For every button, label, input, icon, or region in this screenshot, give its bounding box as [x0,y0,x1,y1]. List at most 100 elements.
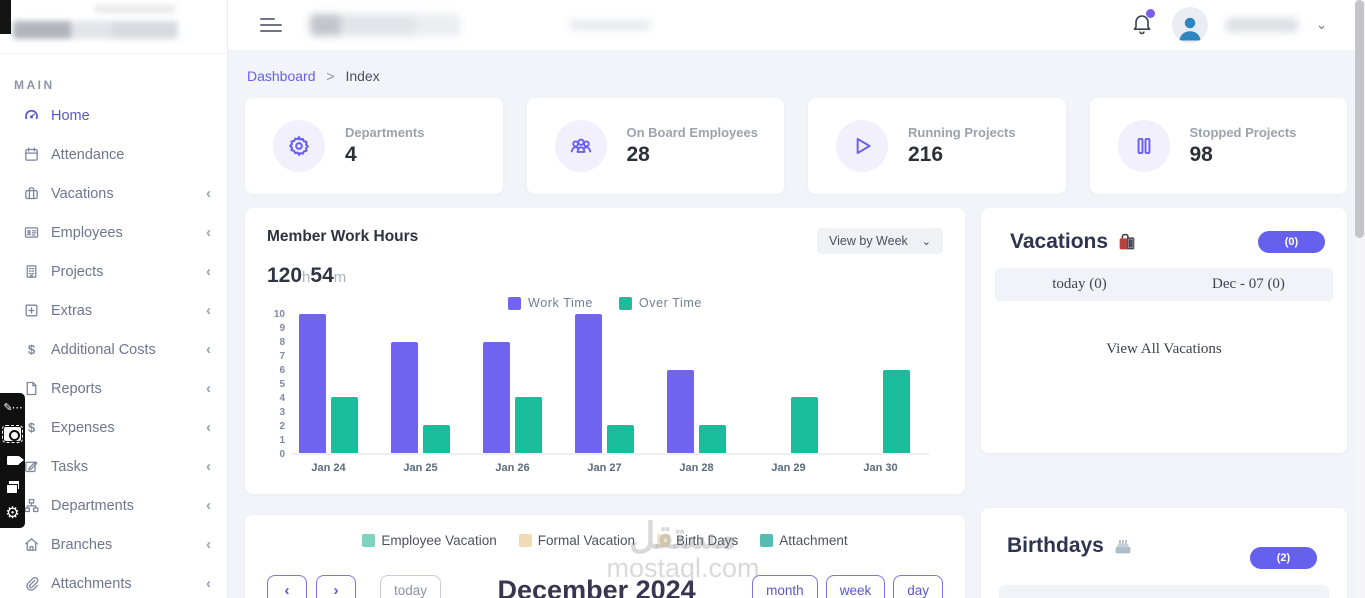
sidebar-item-attendance[interactable]: Attendance [0,135,227,174]
paperclip-icon [22,575,41,593]
header-right: ⌄ [1130,7,1327,43]
dollar-icon: $ [22,341,41,359]
main-grid: Member Work Hours View by Week ⌄ 120h54m… [245,208,1347,598]
stat-card-departments[interactable]: Departments 4 [245,98,503,194]
sidebar-item-label: Tasks [51,458,89,475]
calendar-view-day-button[interactable]: day [893,575,943,598]
birthdays-header: Birthdays (2) [999,532,1329,569]
legend-item-work-time[interactable]: Work Time [508,296,593,310]
scrollbar-track[interactable] [1355,0,1365,598]
legend-item-over-time[interactable]: Over Time [618,296,702,310]
user-avatar[interactable] [1172,7,1209,43]
sidebar-item-departments[interactable]: Departments ‹ [0,486,227,525]
chevron-down-icon[interactable]: ⌄ [1316,17,1327,32]
pen-tool-icon[interactable]: ✎⋯ [3,401,22,414]
logo-smudge [95,5,175,13]
sidebar-item-additional-costs[interactable]: $ Additional Costs ‹ [0,330,227,369]
sidebar-item-vacations[interactable]: Vacations ‹ [0,174,227,213]
over-time-bar[interactable] [331,397,358,453]
over-time-bar[interactable] [607,425,634,453]
vacations-count-badge[interactable]: (0) [1258,231,1325,253]
submenu-chevron-icon: ‹ [206,224,211,241]
calendar-prev-button[interactable]: ‹ [267,575,307,598]
stat-label: On Board Employees [626,125,758,140]
sidebar-item-label: Branches [51,536,113,553]
work-time-bar[interactable] [575,314,602,453]
breadcrumb-dashboard-link[interactable]: Dashboard [247,68,316,84]
birthdays-title: Birthdays [1007,534,1134,558]
sidebar-item-tasks[interactable]: Tasks ‹ [0,447,227,486]
over-time-bar[interactable] [883,369,910,453]
over-time-bar[interactable] [423,425,450,453]
users-icon [554,120,607,172]
y-tick-label: 9 [279,323,285,334]
calendar-view-week-button[interactable]: week [825,575,886,598]
stat-value: 98 [1189,143,1213,166]
over-time-bar[interactable] [699,425,726,453]
breadcrumb-current: Index [345,68,380,84]
vacations-date-tab[interactable]: Dec - 07 (0) [1212,276,1285,292]
chart-plot: Jan 24 Jan 25 Jan 26 Jan 27 Jan 28 Jan 29 Jan … [291,314,943,474]
sidebar-item-employees[interactable]: Employees ‹ [0,213,227,252]
over-time-bar[interactable] [791,397,818,453]
sidebar-item-home[interactable]: Home [0,96,227,135]
windows-tool-icon[interactable] [4,478,22,496]
svg-text:$: $ [28,342,35,357]
over-time-bar[interactable] [515,397,542,453]
work-time-bar[interactable] [391,341,418,453]
sidebar-item-label: Expenses [51,419,115,436]
sidebar-item-label: Projects [51,263,104,280]
notifications-button[interactable] [1130,8,1156,40]
file-icon [22,380,41,398]
sidebar-item-reports[interactable]: Reports ‹ [0,369,227,408]
total-hours: 120h54m [267,264,943,288]
work-time-bar[interactable] [483,341,510,453]
view-select-value: View by Week [829,234,908,248]
scrollbar-thumb[interactable] [1355,0,1364,238]
vacations-today-tab[interactable]: today (0) [1052,276,1107,292]
sidebar-item-branches[interactable]: Branches ‹ [0,525,227,564]
sidebar-logo-area[interactable] [0,0,227,54]
calendar-icon [22,146,41,164]
calendar-view-buttons: month week day [752,575,943,598]
id-card-icon [22,224,41,242]
submenu-chevron-icon: ‹ [206,536,211,553]
sidebar-item-expenses[interactable]: $ Expenses ‹ [0,408,227,447]
sidebar-item-label: Vacations [51,185,114,202]
stat-card-on-board-employees[interactable]: On Board Employees 28 [526,98,784,194]
chart-y-axis: 10 9 8 7 6 5 4 3 2 1 0 [267,310,291,460]
birthday-cake-icon [1115,540,1131,554]
top-header: ⌄ [228,0,1365,50]
video-camera-tool-icon[interactable] [4,451,24,469]
camera-tool-icon[interactable] [2,424,23,443]
calendar-today-button[interactable]: today [380,575,442,598]
y-tick-label: 10 [273,309,285,320]
sidebar-item-attachments[interactable]: Attachments ‹ [0,564,227,598]
work-time-bar[interactable] [299,314,326,453]
calendar-next-button[interactable]: › [316,575,356,598]
stat-card-stopped-projects[interactable]: Stopped Projects 98 [1089,98,1347,194]
bell-icon [1133,14,1151,34]
header-smudge [570,20,650,30]
view-all-vacations-link[interactable]: View All Vacations [1106,341,1222,357]
calendar-legend: Employee Vacation Formal Vacation Birth Da… [267,533,943,548]
username-blurred [1226,18,1299,32]
legend-swatch [508,296,522,310]
settings-gear-icon[interactable]: ⚙ [5,505,20,522]
y-tick-label: 5 [279,379,285,390]
calendar-view-month-button[interactable]: month [752,575,818,598]
right-column: Vacations (0) today (0) Dec - 0 [981,208,1347,598]
calendar-legend-attachment: Attachment [760,533,848,548]
stat-card-running-projects[interactable]: Running Projects 216 [808,98,1066,194]
sidebar: MAIN Home Attendance Vacations ‹ Employees ‹ P… [0,0,228,598]
work-time-bar[interactable] [667,369,694,453]
sidebar-item-extras[interactable]: Extras ‹ [0,291,227,330]
view-by-week-select[interactable]: View by Week ⌄ [817,228,943,254]
submenu-chevron-icon: ‹ [206,575,211,592]
sidebar-item-label: Home [51,107,90,124]
sidebar-item-projects[interactable]: Projects ‹ [0,252,227,291]
y-tick-label: 8 [279,337,285,348]
hamburger-menu-icon[interactable] [260,14,282,36]
birthdays-count-badge[interactable]: (2) [1250,547,1317,569]
